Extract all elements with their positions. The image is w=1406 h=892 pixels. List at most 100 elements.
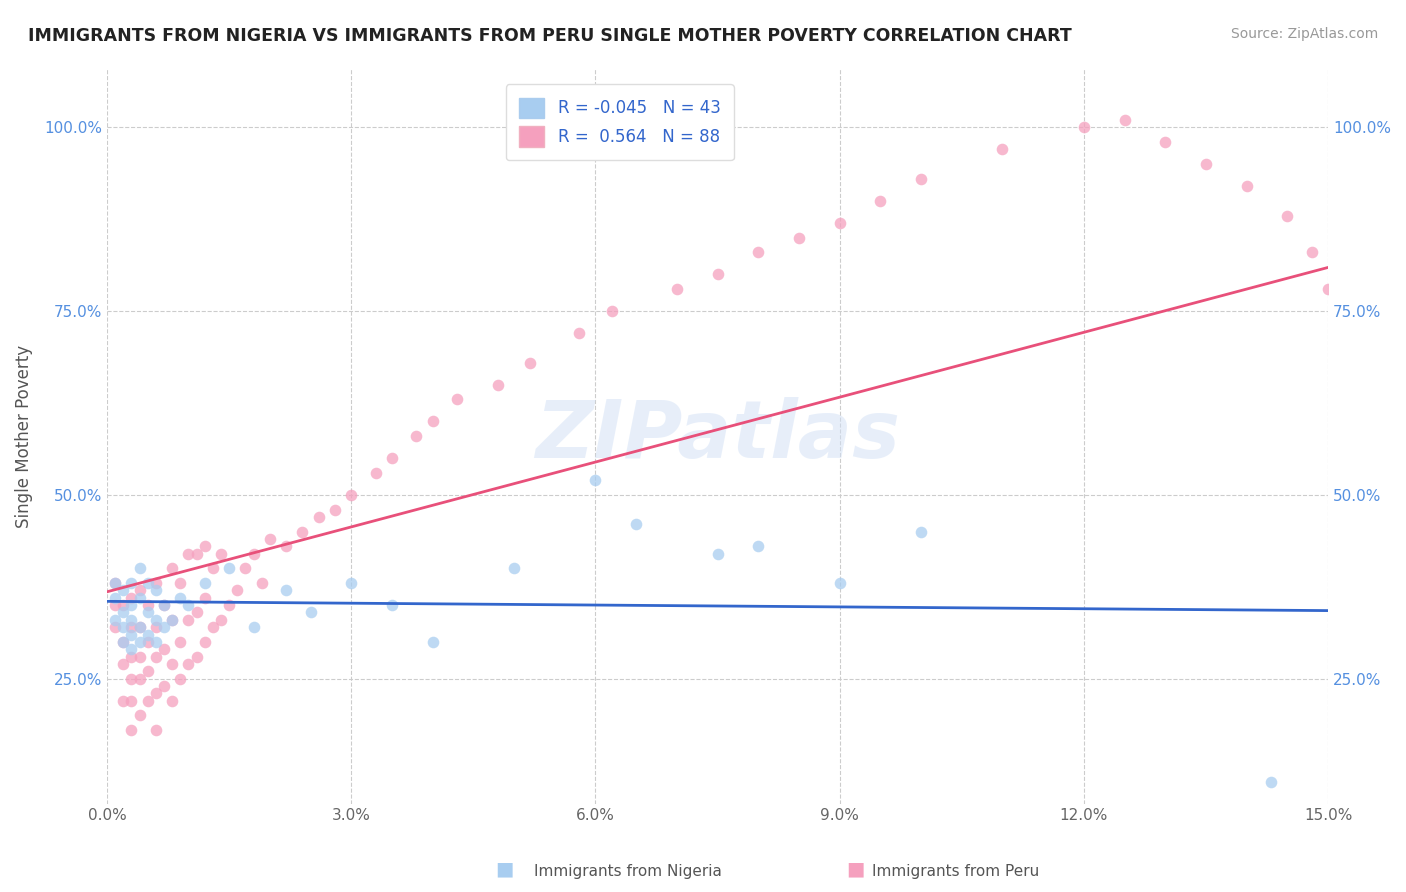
Point <box>381 598 404 612</box>
Point <box>186 606 208 620</box>
Point <box>209 547 232 561</box>
Point <box>136 665 159 679</box>
Point <box>624 517 647 532</box>
Text: Immigrants from Nigeria: Immigrants from Nigeria <box>534 863 723 879</box>
Point <box>120 598 142 612</box>
Point <box>136 694 159 708</box>
Point <box>1195 157 1218 171</box>
Point <box>991 142 1014 156</box>
Point <box>112 657 135 671</box>
Point <box>1277 209 1299 223</box>
Point <box>747 245 769 260</box>
Point <box>120 576 142 591</box>
Legend: R = -0.045   N = 43, R =  0.564   N = 88: R = -0.045 N = 43, R = 0.564 N = 88 <box>506 84 734 160</box>
Point <box>145 620 167 634</box>
Point <box>665 282 688 296</box>
Point <box>145 686 167 700</box>
Point <box>218 561 240 575</box>
Point <box>160 613 183 627</box>
Point <box>274 583 297 598</box>
Point <box>128 561 150 575</box>
Point <box>120 613 142 627</box>
Point <box>308 510 330 524</box>
Point <box>136 598 159 612</box>
Point <box>153 598 176 612</box>
Point <box>104 613 127 627</box>
Point <box>160 561 183 575</box>
Point <box>145 576 167 591</box>
Point <box>1260 774 1282 789</box>
Point <box>120 591 142 605</box>
Point <box>910 524 932 539</box>
Text: Source: ZipAtlas.com: Source: ZipAtlas.com <box>1230 27 1378 41</box>
Point <box>112 606 135 620</box>
Point <box>136 635 159 649</box>
Point <box>706 547 728 561</box>
Point <box>112 620 135 634</box>
Point <box>120 627 142 641</box>
Point <box>1073 120 1095 135</box>
Text: ■: ■ <box>495 860 513 879</box>
Point <box>145 613 167 627</box>
Point <box>340 576 363 591</box>
Point <box>600 304 623 318</box>
Point <box>194 591 217 605</box>
Point <box>128 708 150 723</box>
Point <box>120 620 142 634</box>
Point <box>291 524 314 539</box>
Point <box>405 429 427 443</box>
Point <box>201 620 224 634</box>
Point <box>177 598 200 612</box>
Point <box>583 473 606 487</box>
Point <box>104 576 127 591</box>
Point <box>209 613 232 627</box>
Point <box>160 694 183 708</box>
Point <box>177 657 200 671</box>
Point <box>218 598 240 612</box>
Point <box>226 583 249 598</box>
Point <box>519 355 541 369</box>
Point <box>120 642 142 657</box>
Point <box>145 649 167 664</box>
Point <box>364 466 387 480</box>
Point <box>169 672 191 686</box>
Point <box>568 326 591 340</box>
Text: IMMIGRANTS FROM NIGERIA VS IMMIGRANTS FROM PERU SINGLE MOTHER POVERTY CORRELATIO: IMMIGRANTS FROM NIGERIA VS IMMIGRANTS FR… <box>28 27 1071 45</box>
Point <box>186 547 208 561</box>
Point <box>160 613 183 627</box>
Point <box>104 620 127 634</box>
Point <box>160 657 183 671</box>
Point <box>340 488 363 502</box>
Point <box>112 635 135 649</box>
Point <box>120 723 142 738</box>
Point <box>177 547 200 561</box>
Point <box>250 576 273 591</box>
Point <box>128 672 150 686</box>
Point <box>194 539 217 553</box>
Point <box>828 216 851 230</box>
Point <box>145 723 167 738</box>
Point <box>120 672 142 686</box>
Point <box>828 576 851 591</box>
Text: Immigrants from Peru: Immigrants from Peru <box>872 863 1039 879</box>
Point <box>299 606 322 620</box>
Point <box>422 635 444 649</box>
Point <box>112 694 135 708</box>
Text: ■: ■ <box>846 860 865 879</box>
Point <box>169 635 191 649</box>
Point <box>153 679 176 693</box>
Point <box>177 613 200 627</box>
Point <box>194 635 217 649</box>
Point <box>153 620 176 634</box>
Point <box>169 591 191 605</box>
Point <box>136 606 159 620</box>
Point <box>446 392 468 407</box>
Point <box>486 377 509 392</box>
Text: ZIPatlas: ZIPatlas <box>536 397 900 475</box>
Point <box>104 591 127 605</box>
Point <box>120 694 142 708</box>
Point <box>104 598 127 612</box>
Point <box>112 598 135 612</box>
Point <box>112 583 135 598</box>
Point <box>153 598 176 612</box>
